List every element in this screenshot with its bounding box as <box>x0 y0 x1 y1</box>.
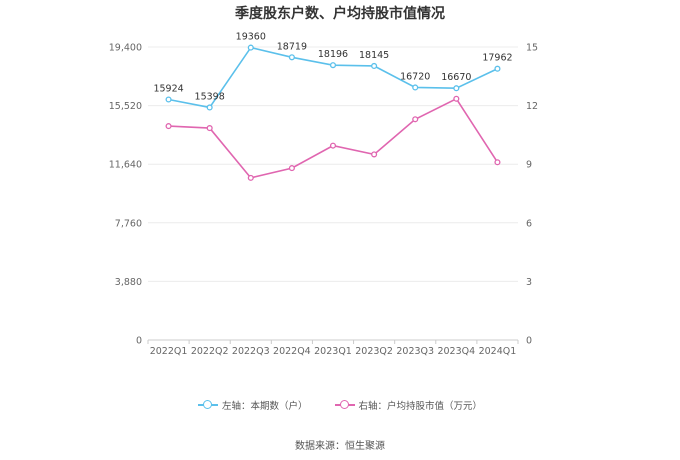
point-shareholders <box>453 85 460 92</box>
point-shareholders <box>329 62 337 69</box>
left-tick-label: 7,760 <box>115 218 142 229</box>
point-shareholders <box>412 84 419 91</box>
data-label: 15398 <box>195 91 225 102</box>
data-label: 17962 <box>482 53 512 64</box>
x-tick-label: 2022Q1 <box>150 346 188 357</box>
grid-lines <box>148 46 518 341</box>
x-tick-label: 2023Q4 <box>437 346 475 357</box>
point-avg-holding <box>247 174 254 181</box>
point-shareholders <box>165 96 172 103</box>
point-avg-holding <box>412 116 419 123</box>
point-shareholders <box>247 44 254 51</box>
legend-label-right: 右轴：户均持股市值（万元） <box>358 401 483 412</box>
point-avg-holding <box>494 159 501 166</box>
x-tick-label: 2023Q1 <box>314 346 352 357</box>
right-tick-label: 9 <box>526 160 532 171</box>
right-tick-label: 6 <box>526 218 532 229</box>
legend-item-right-series[interactable]: 右轴：户均持股市值（万元） <box>334 398 483 412</box>
legend-marker-right-icon <box>334 399 355 411</box>
data-label: 16670 <box>441 72 471 83</box>
chart-title: 季度股东户数、户均持股市值情况 <box>235 6 445 22</box>
point-shareholders <box>494 65 501 72</box>
legend-label-left: 左轴：本期数（户） <box>221 401 308 412</box>
x-tick-label: 2022Q4 <box>273 346 311 357</box>
right-tick-label: 15 <box>526 43 538 54</box>
legend-item-left-series[interactable]: 左轴：本期数（户） <box>197 398 308 412</box>
data-label: 15924 <box>153 83 183 94</box>
data-label: 18719 <box>277 41 307 52</box>
data-label: 18145 <box>359 50 389 61</box>
data-label: 19360 <box>236 32 266 43</box>
axes: 0 0 3,880 3 7,760 6 11,640 9 15,520 12 19,400 15 202… <box>109 43 538 358</box>
x-tick-label: 2022Q3 <box>232 346 270 357</box>
x-tick-label: 2023Q2 <box>355 346 393 357</box>
data-labels: 15924 15398 19360 18719 18196 18145 16720 16670… <box>153 32 512 103</box>
point-shareholders <box>371 62 378 70</box>
left-tick-label: 3,880 <box>115 277 142 288</box>
point-shareholders <box>288 54 295 61</box>
point-avg-holding <box>206 125 213 132</box>
series-line-avg-holding <box>168 97 499 179</box>
x-tick-label: 2022Q2 <box>191 346 229 357</box>
left-tick-label: 15,520 <box>109 101 142 112</box>
point-avg-holding <box>453 95 460 102</box>
right-tick-label: 3 <box>526 277 532 288</box>
x-tick-label: 2024Q1 <box>479 346 517 357</box>
left-tick-label: 19,400 <box>109 43 142 54</box>
data-source: 数据来源：恒生聚源 <box>295 441 385 452</box>
point-shareholders <box>206 104 213 111</box>
left-tick-label: 0 <box>136 336 142 347</box>
point-avg-holding <box>329 142 337 149</box>
right-tick-label: 12 <box>526 101 538 112</box>
x-tick-label: 2023Q3 <box>396 346 434 357</box>
data-label: 16720 <box>400 71 430 82</box>
legend-marker-left-icon <box>197 399 218 411</box>
legend: 左轴：本期数（户） 右轴：户均持股市值（万元） <box>0 398 680 414</box>
series-layer <box>165 44 501 181</box>
point-avg-holding <box>165 123 172 130</box>
point-avg-holding <box>371 151 378 158</box>
data-label: 18196 <box>318 49 348 60</box>
left-tick-label: 11,640 <box>109 160 142 171</box>
point-avg-holding <box>288 165 295 172</box>
right-tick-label: 0 <box>526 336 532 347</box>
